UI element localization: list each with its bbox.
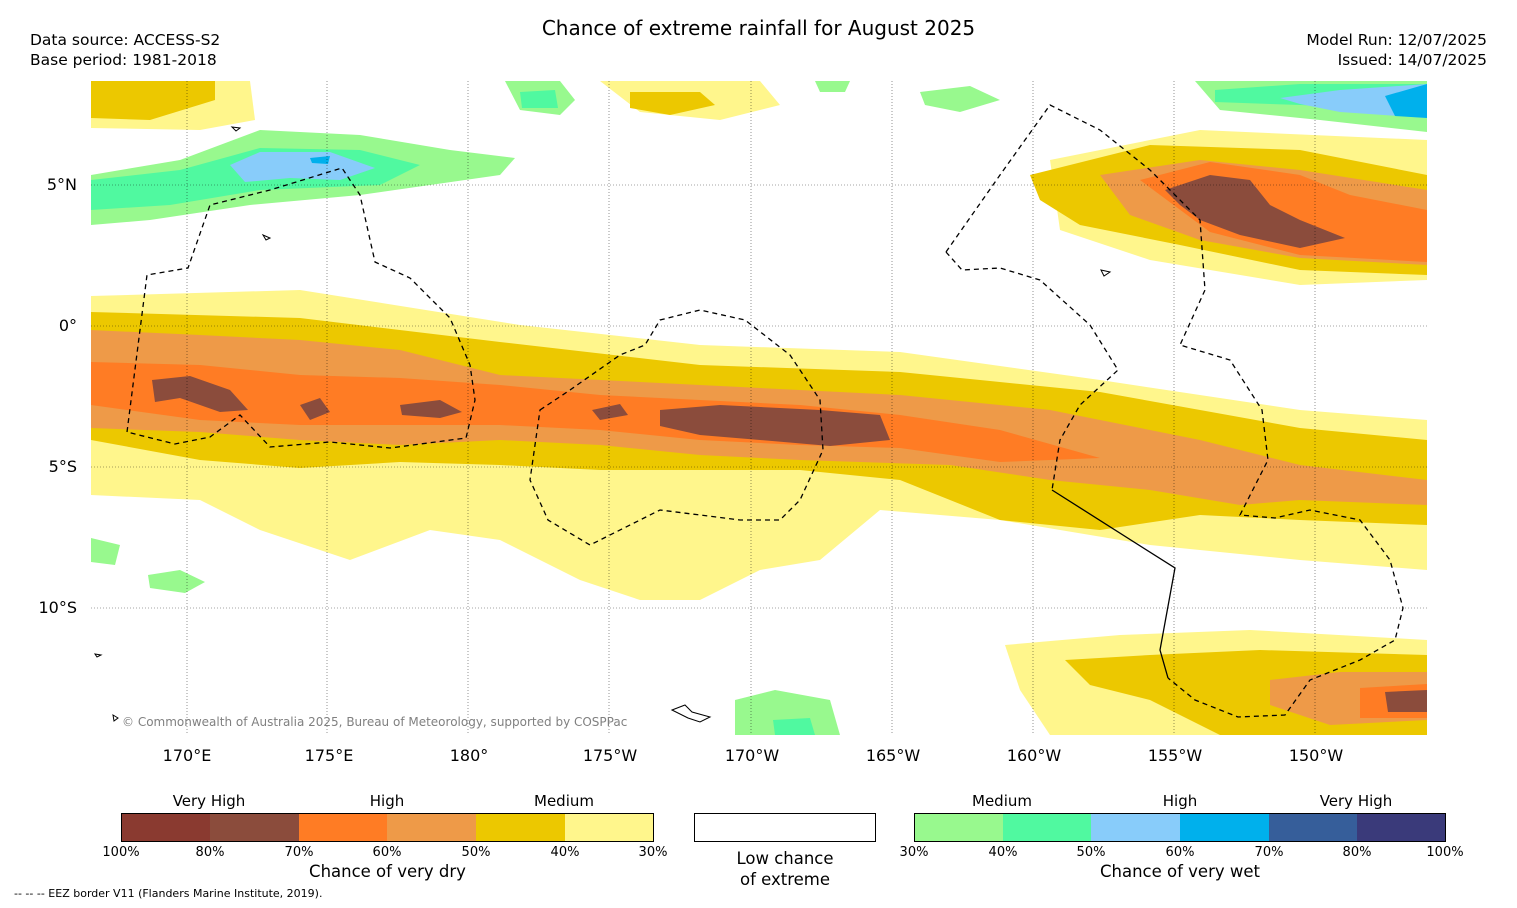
wet-tick: 60% — [1165, 845, 1195, 860]
dry-swatch-80-100 — [121, 814, 210, 842]
lon-label-160w: 160°W — [1006, 746, 1062, 765]
dry-category-high: High — [369, 792, 405, 810]
wet-tick: 100% — [1426, 845, 1464, 860]
dry-swatch-40-50 — [476, 814, 565, 842]
low-chance-label: Low chance of extreme — [694, 848, 876, 890]
data-source: Data source: ACCESS-S2 — [30, 31, 221, 49]
lat-label-0: 0° — [58, 316, 77, 335]
wet-tick: 80% — [1342, 845, 1372, 860]
lat-label-10s: 10°S — [38, 598, 77, 617]
dry-tick: 60% — [372, 845, 402, 860]
wet-colorbar-frame — [914, 813, 1446, 842]
lon-label-150w: 150°W — [1288, 746, 1344, 765]
wet-legend-title: Chance of very wet — [1100, 862, 1260, 881]
low-chance-swatch — [694, 813, 876, 842]
source-info: Data source: ACCESS-S2 Base period: 1981… — [30, 30, 220, 70]
wet-tick: 50% — [1076, 845, 1106, 860]
base-period: Base period: 1981-2018 — [30, 51, 217, 69]
dry-swatch-50-60 — [387, 814, 476, 842]
lon-label-175e: 175°E — [304, 746, 354, 765]
dry-swatch-70-80 — [210, 814, 299, 842]
dry-tick: 40% — [550, 845, 580, 860]
dry-legend-title: Chance of very dry — [309, 862, 466, 881]
dry-tick: 80% — [195, 845, 225, 860]
lon-label-170w: 170°W — [724, 746, 780, 765]
solid-border — [1051, 489, 1176, 679]
copyright-notice: © Commonwealth of Australia 2025, Bureau… — [122, 715, 628, 729]
wet-60-70-region — [310, 84, 1427, 164]
eez-border-note: -- -- -- EEZ border V11 (Flanders Marine… — [14, 887, 323, 900]
wet-50-60-region — [230, 84, 1427, 182]
dry-tick: 70% — [284, 845, 314, 860]
lat-label-5n: 5°N — [46, 175, 77, 194]
dry-tick: 100% — [102, 845, 140, 860]
wet-category-very-high: Very High — [1319, 792, 1393, 810]
lon-label-165w: 165°W — [865, 746, 921, 765]
low-chance-line1: Low chance — [736, 849, 834, 868]
lon-label-155w: 155°W — [1147, 746, 1203, 765]
model-run: Model Run: 12/07/2025 — [1306, 31, 1487, 49]
graticule — [91, 81, 1427, 735]
wet-tick: 70% — [1254, 845, 1284, 860]
low-chance-line2: of extreme — [739, 870, 831, 889]
issued-date: Issued: 14/07/2025 — [1337, 51, 1487, 69]
map-plot-area — [91, 81, 1427, 735]
wet-swatch-60-70 — [1180, 814, 1269, 842]
lon-label-175w: 175°W — [582, 746, 638, 765]
dry-tick: 50% — [461, 845, 491, 860]
wet-category-high: High — [1162, 792, 1198, 810]
run-info: Model Run: 12/07/2025 Issued: 14/07/2025 — [1306, 30, 1487, 70]
map-title: Chance of extreme rainfall for August 20… — [541, 16, 976, 40]
wet-swatch-70-80 — [1269, 814, 1357, 842]
wet-swatch-40-50 — [1003, 814, 1091, 842]
dry-swatch-60-70 — [299, 814, 387, 842]
wet-category-medium: Medium — [972, 792, 1032, 810]
dry-70-80-region — [152, 175, 1427, 712]
lon-label-170e: 170°E — [162, 746, 212, 765]
dry-swatch-30-40 — [565, 814, 653, 842]
dry-tick: 30% — [638, 845, 668, 860]
wet-tick: 30% — [899, 845, 929, 860]
lon-label-180: 180° — [449, 746, 489, 765]
wet-swatch-50-60 — [1091, 814, 1180, 842]
eez-borders — [126, 104, 1404, 718]
lat-label-5s: 5°S — [48, 457, 77, 476]
wet-swatch-30-40 — [914, 814, 1003, 842]
wet-swatch-80-100 — [1357, 814, 1446, 842]
dry-category-medium: Medium — [534, 792, 594, 810]
wet-tick: 40% — [988, 845, 1018, 860]
dry-colorbar-frame — [121, 813, 654, 842]
islands — [93, 126, 1112, 723]
dry-category-very-high: Very High — [172, 792, 246, 810]
